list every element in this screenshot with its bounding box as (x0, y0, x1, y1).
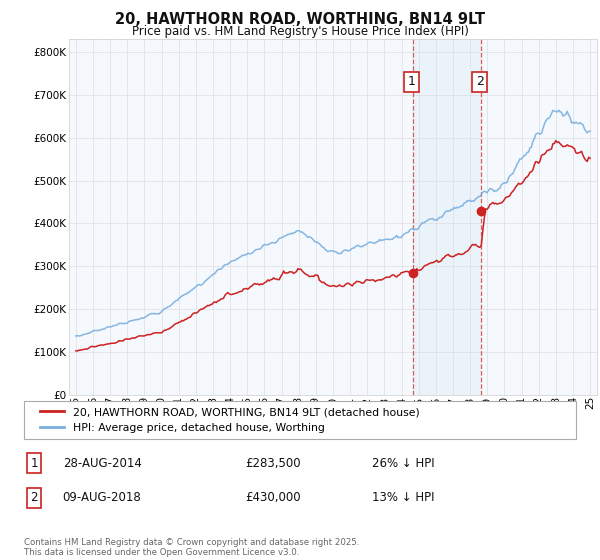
Text: £283,500: £283,500 (245, 457, 301, 470)
Bar (413, 39, 481, 395)
Text: £430,000: £430,000 (245, 492, 301, 505)
FancyBboxPatch shape (24, 401, 576, 439)
Text: 2: 2 (476, 76, 484, 88)
Text: 20, HAWTHORN ROAD, WORTHING, BN14 9LT: 20, HAWTHORN ROAD, WORTHING, BN14 9LT (115, 12, 485, 27)
Text: 1: 1 (31, 457, 38, 470)
Text: Contains HM Land Registry data © Crown copyright and database right 2025.
This d: Contains HM Land Registry data © Crown c… (24, 538, 359, 557)
Text: 26% ↓ HPI: 26% ↓ HPI (372, 457, 434, 470)
Text: 28-AUG-2014: 28-AUG-2014 (62, 457, 142, 470)
Text: Price paid vs. HM Land Registry's House Price Index (HPI): Price paid vs. HM Land Registry's House … (131, 25, 469, 38)
Text: 13% ↓ HPI: 13% ↓ HPI (372, 492, 434, 505)
Text: 09-AUG-2018: 09-AUG-2018 (62, 492, 142, 505)
Legend: 20, HAWTHORN ROAD, WORTHING, BN14 9LT (detached house), HPI: Average price, deta: 20, HAWTHORN ROAD, WORTHING, BN14 9LT (d… (35, 402, 425, 438)
Text: 2: 2 (31, 492, 38, 505)
Text: 1: 1 (408, 76, 416, 88)
